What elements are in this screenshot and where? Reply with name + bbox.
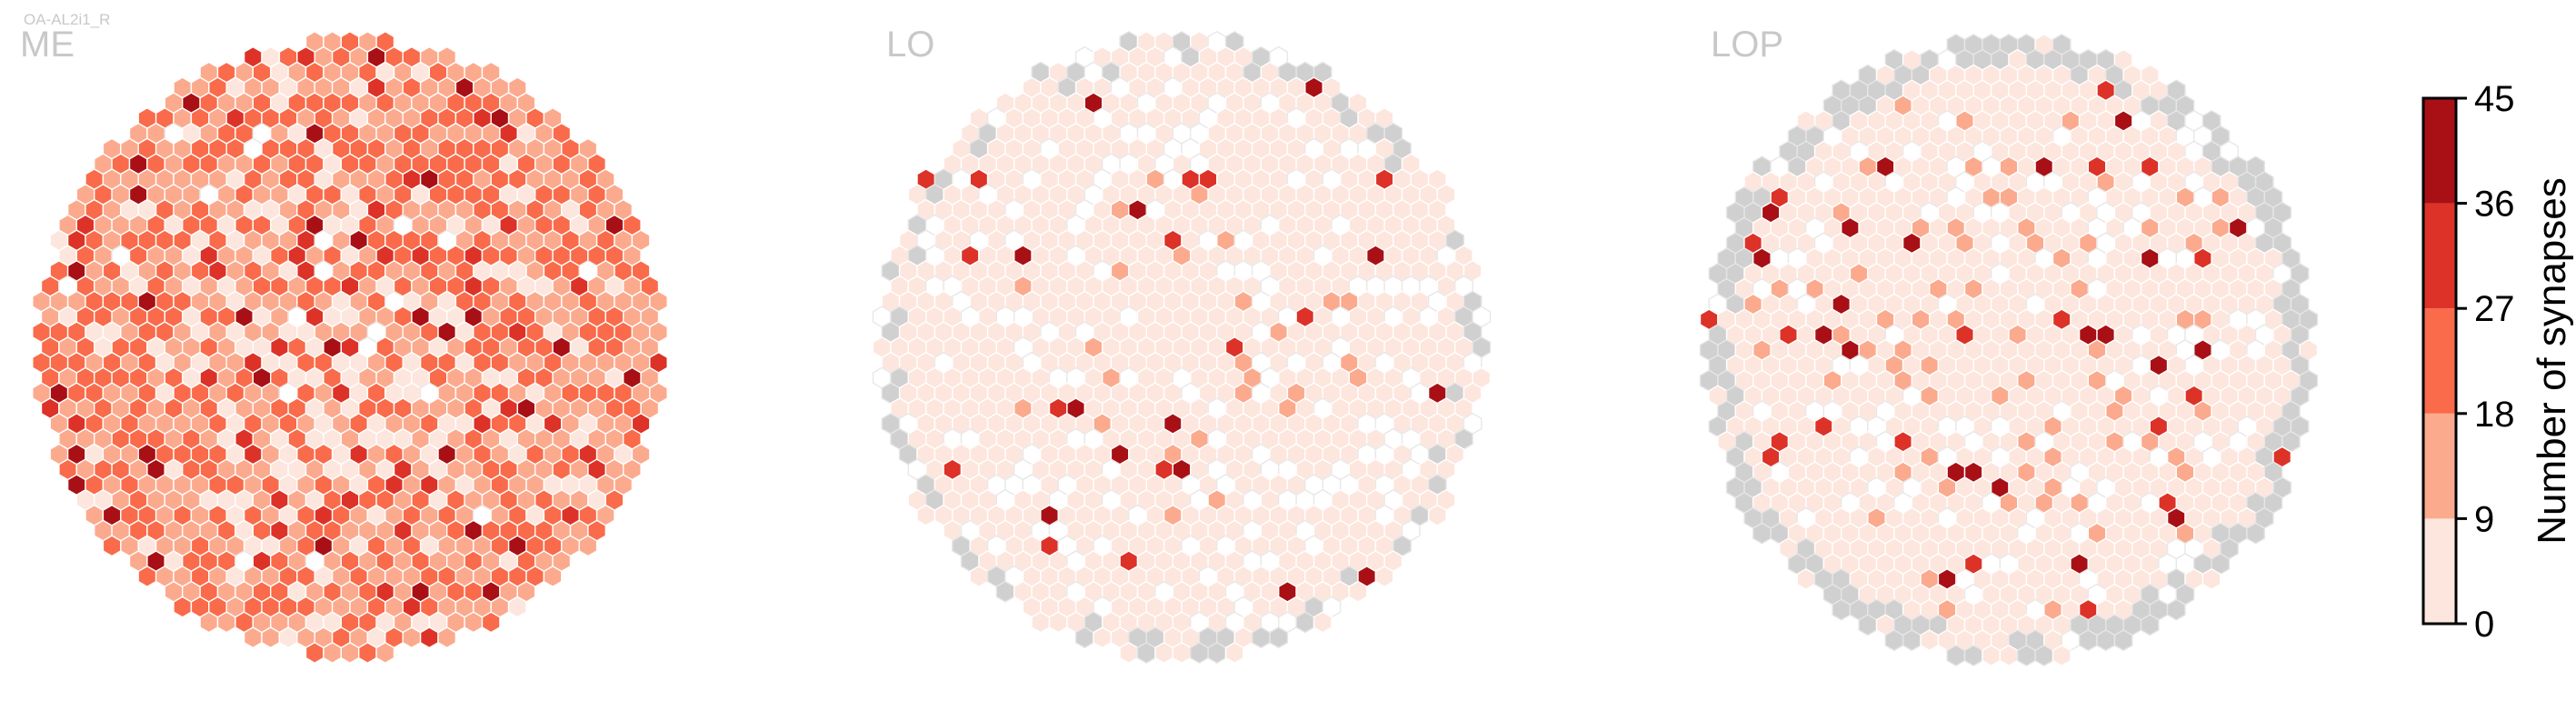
hex-cell	[1963, 644, 1983, 667]
hex-cell	[464, 611, 484, 634]
colorbar-tick-label: 18	[2474, 395, 2515, 435]
hex-cell	[2078, 629, 2098, 652]
hex-cell	[1920, 629, 1940, 652]
hex-cell	[261, 626, 281, 649]
hex-cell	[1295, 611, 1315, 634]
colorbar-bin	[2423, 413, 2456, 519]
hex-cell	[1796, 567, 1816, 591]
panel-lo: LO	[872, 25, 1492, 665]
hex-cell	[481, 611, 501, 634]
hex-cell	[199, 611, 219, 634]
hex-cell	[2034, 644, 2054, 667]
hex-cell	[1348, 580, 1368, 603]
hex-cell	[137, 565, 157, 588]
hex-cell	[1752, 522, 1772, 545]
hex-cell	[1313, 611, 1333, 634]
hex-cell	[340, 641, 360, 665]
hex-cell	[1224, 641, 1244, 665]
colorbar-tick-label: 27	[2474, 289, 2515, 329]
hex-cell	[1074, 626, 1094, 649]
hex-cell	[1374, 565, 1394, 588]
hex-cell	[305, 641, 324, 665]
hex-cell	[1858, 614, 1878, 636]
hex-cell	[995, 580, 1015, 603]
colorbar-bin	[2423, 203, 2456, 309]
hex-cell	[1982, 644, 2002, 667]
hex-cell	[375, 641, 395, 665]
hex-cell	[507, 596, 527, 618]
hex-cell	[2246, 522, 2266, 545]
hex-cell	[1189, 641, 1209, 665]
hex-cell	[2016, 644, 2036, 667]
hex-cell	[1207, 641, 1227, 665]
hex-cell	[2166, 598, 2186, 621]
colorbar-bin	[2423, 308, 2456, 414]
hex-cell	[1093, 626, 1113, 649]
lop-hex-grid	[1699, 33, 2319, 667]
hex-cell	[1946, 644, 1966, 667]
hex-cell	[2052, 644, 2072, 667]
hex-cell	[358, 641, 377, 665]
colorbar-ticks: 0 9 18 27 36 45	[2456, 79, 2515, 645]
colorbar: 0 9 18 27 36 45 Number of synapses	[2421, 79, 2574, 645]
hex-cell	[437, 626, 457, 649]
colorbar-tick-label: 9	[2474, 499, 2494, 539]
hex-cell	[1251, 626, 1271, 649]
hex-cell	[102, 535, 122, 557]
hex-cell	[1832, 598, 1852, 621]
lo-hex-grid	[872, 30, 1492, 665]
panel-title-me: ME	[20, 25, 75, 65]
me-hex-grid	[32, 30, 668, 665]
panel-lop: LOP	[1699, 25, 2319, 667]
hex-cell	[173, 596, 193, 618]
hex-cell	[2113, 629, 2133, 652]
colorbar-tick-label: 36	[2474, 185, 2515, 225]
hex-cell	[1427, 504, 1447, 526]
hex-cell	[916, 504, 936, 526]
colorbar-bin	[2423, 98, 2456, 204]
hex-cell	[2202, 567, 2222, 591]
hex-cell	[578, 535, 598, 557]
hex-cell	[1172, 641, 1192, 665]
colorbar-bins	[2423, 98, 2456, 624]
hex-cell	[1119, 641, 1139, 665]
hex-cell	[1999, 644, 2019, 667]
panel-me: ME	[20, 25, 668, 665]
hex-cell	[969, 565, 989, 588]
hex-cell	[1154, 641, 1174, 665]
hex-cell	[1884, 629, 1904, 652]
hex-cell	[1031, 611, 1051, 634]
hex-cell	[2096, 629, 2116, 652]
hex-cell	[278, 626, 298, 649]
hex-cell	[216, 611, 236, 634]
hex-cell	[243, 626, 263, 649]
hex-cell	[1269, 626, 1289, 649]
hex-cell	[2140, 614, 2160, 636]
hex-cell	[323, 641, 342, 665]
colorbar-tick-label: 45	[2474, 79, 2515, 119]
panel-title-lo: LO	[886, 25, 934, 65]
colorbar-label: Number of synapses	[2530, 177, 2574, 545]
hex-cell	[543, 565, 563, 588]
colorbar-tick-label: 0	[2474, 605, 2494, 645]
hex-cell	[1048, 611, 1068, 634]
hex-cell	[1136, 641, 1156, 665]
hex-cell	[1902, 629, 1922, 652]
colorbar-bin	[2423, 518, 2456, 624]
panel-title-lop: LOP	[1711, 25, 1783, 65]
hex-cell	[419, 626, 439, 649]
hex-cell	[402, 626, 422, 649]
cell-type-label: OA-AL2i1_R	[24, 11, 110, 28]
